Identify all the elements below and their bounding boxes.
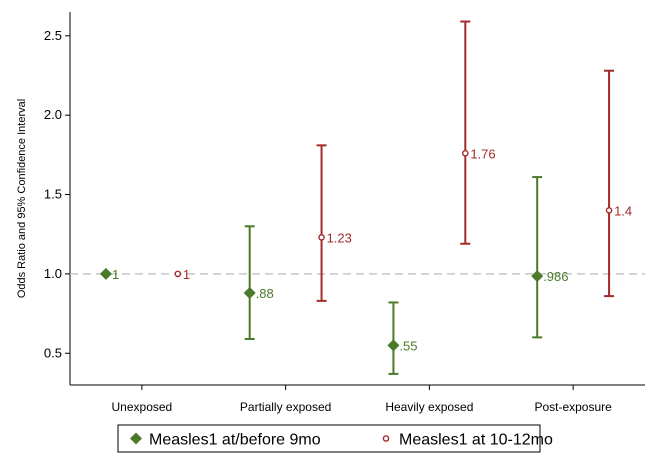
x-tick-label: Unexposed xyxy=(112,400,173,414)
point-circle xyxy=(174,270,182,278)
data-label: .55 xyxy=(399,338,417,353)
point-diamond xyxy=(531,270,544,283)
legend-label: Measles1 at 10-12mo xyxy=(399,432,553,449)
point-diamond xyxy=(99,267,112,280)
legend: Measles1 at/before 9mo Measles1 at 10-12m… xyxy=(117,424,553,453)
legend-circle-icon xyxy=(382,435,390,442)
y-tick-label: 2.5 xyxy=(44,28,62,43)
point-circle xyxy=(462,149,469,157)
legend-label: Measles1 at/before 9mo xyxy=(149,432,321,449)
y-axis-title: Odds Ratio and 95% Confidence Interval xyxy=(16,99,28,298)
data-label: 1.4 xyxy=(614,203,632,218)
y-tick-label: 1.5 xyxy=(44,187,62,202)
data-label: 1 xyxy=(183,267,190,282)
point-diamond xyxy=(387,339,400,352)
x-tick-label: Post-exposure xyxy=(534,400,612,414)
data-label: 1.23 xyxy=(327,230,352,245)
legend-box xyxy=(117,424,541,453)
legend-diamond-icon xyxy=(130,432,142,445)
y-tick-label: 0.5 xyxy=(44,345,62,360)
axis-layer: 0.5 1.0 1.5 2.0 2.5 Odds Ratio and 95% Confid… xyxy=(16,12,645,414)
point-diamond xyxy=(243,286,256,299)
y-tick-label: 2.0 xyxy=(44,107,62,122)
data-label: .986 xyxy=(543,269,568,284)
point-circle xyxy=(318,234,325,241)
x-tick-label: Heavily exposed xyxy=(385,400,473,414)
point-circle xyxy=(605,207,613,214)
data-label: 1.76 xyxy=(470,146,495,161)
data-label: .88 xyxy=(256,286,274,301)
x-tick-label: Partially exposed xyxy=(240,400,331,414)
marks-layer: 1 .88 .55 .986 1 1.23 1.76 1.4 xyxy=(99,20,632,375)
y-tick-label: 1.0 xyxy=(44,266,62,281)
data-label: 1 xyxy=(112,267,119,282)
